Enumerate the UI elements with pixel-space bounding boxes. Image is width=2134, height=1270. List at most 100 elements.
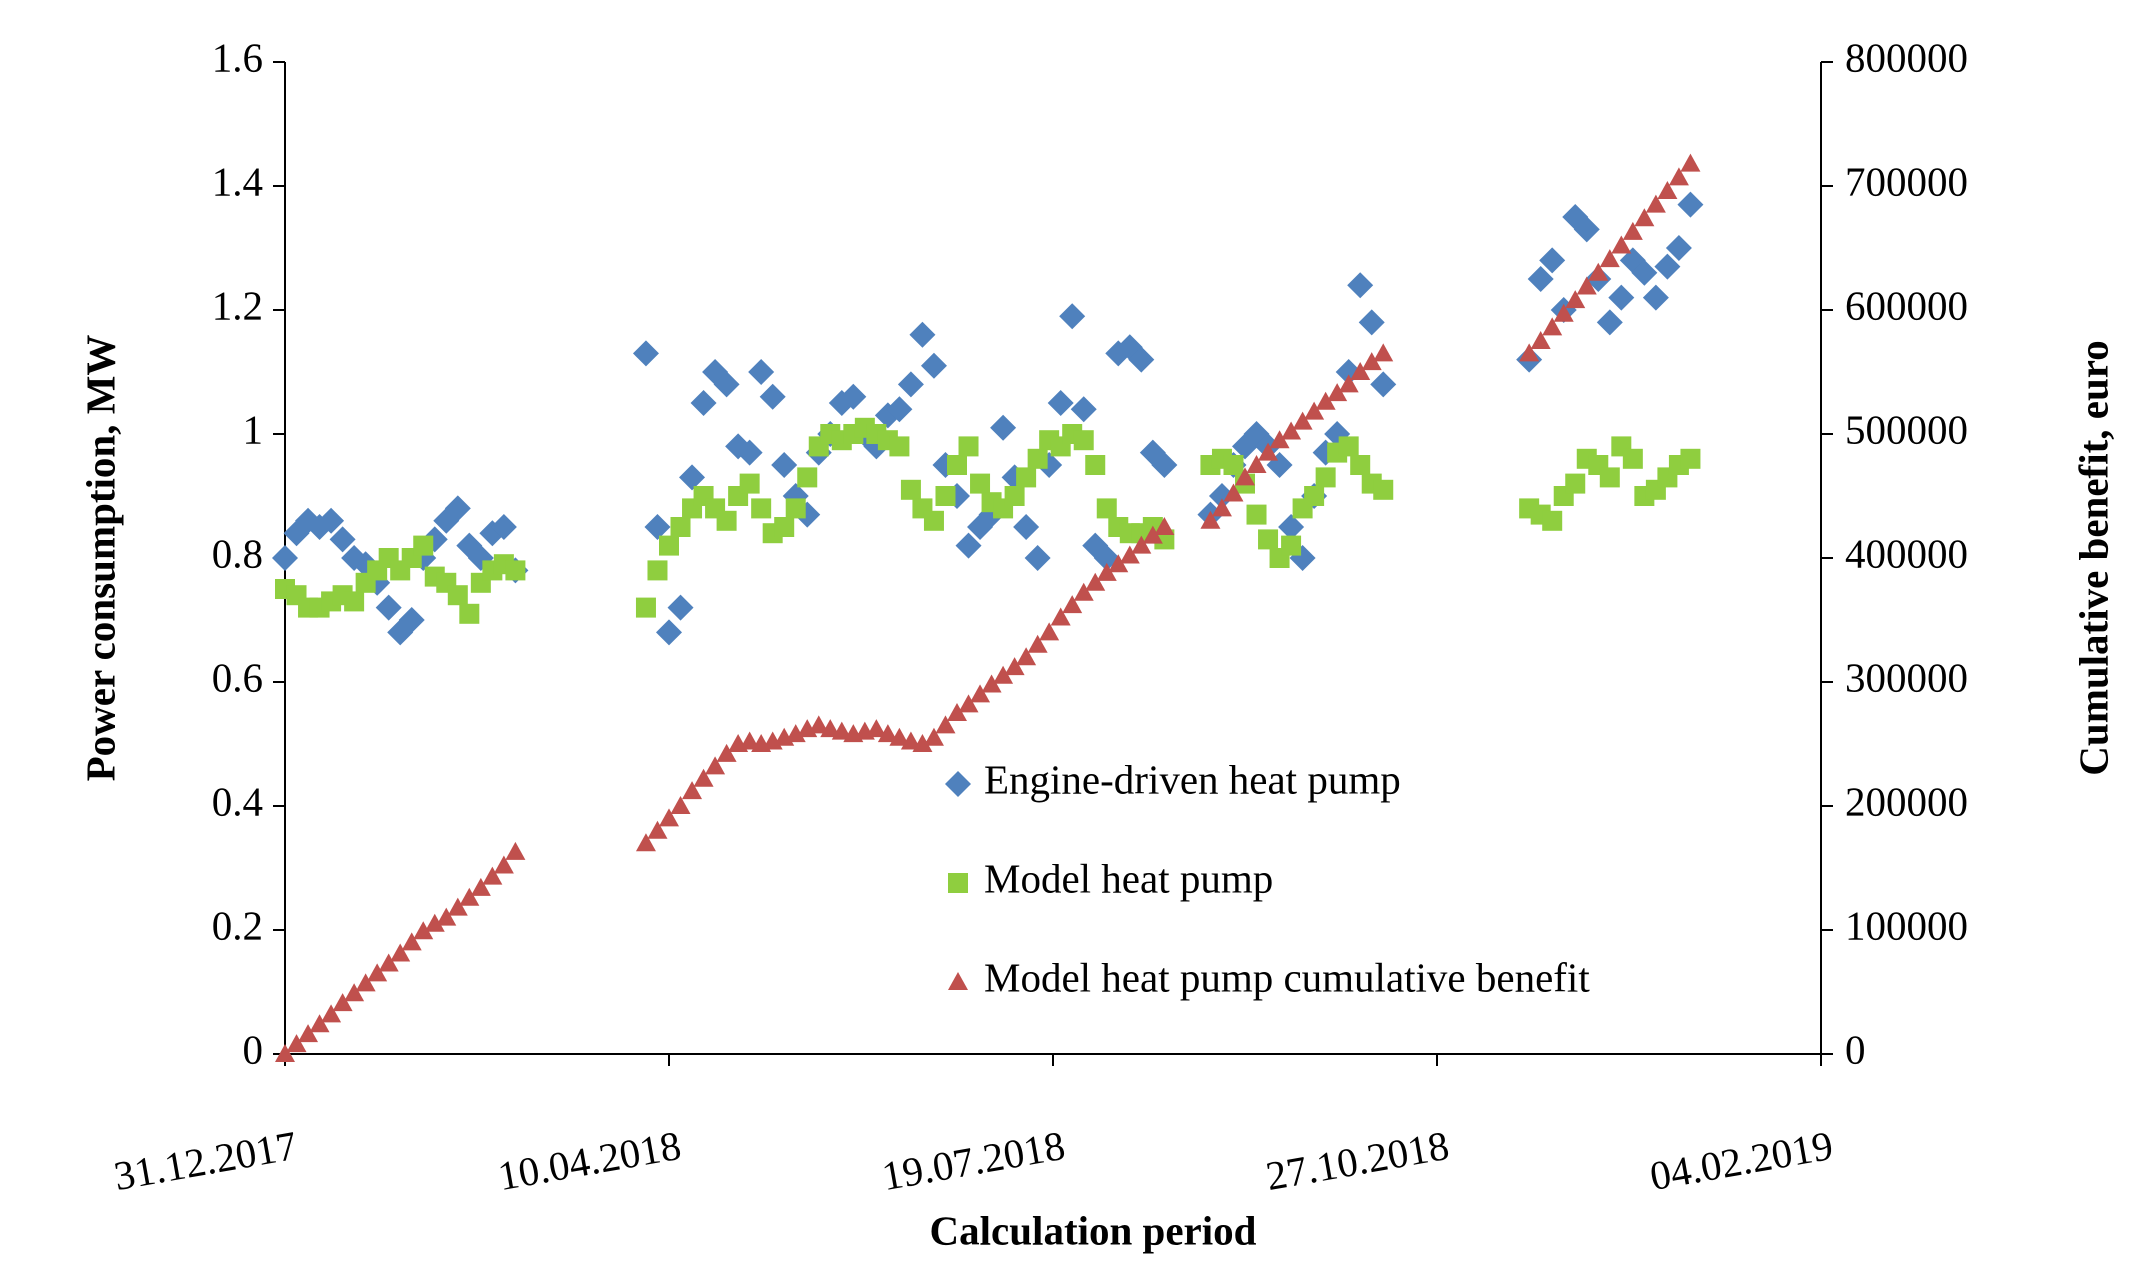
data-point — [831, 721, 852, 740]
data-point — [1599, 249, 1620, 268]
data-point — [1654, 253, 1681, 280]
data-point — [1665, 235, 1692, 261]
data-point — [1565, 473, 1586, 494]
y-tick-label: 0.2 — [212, 902, 263, 948]
y-tick-label: 0.6 — [212, 654, 263, 700]
data-point — [1519, 343, 1540, 362]
data-point — [1350, 362, 1371, 380]
data-point — [1292, 411, 1313, 430]
data-point — [785, 498, 806, 519]
data-point — [635, 833, 656, 852]
data-point — [272, 545, 298, 571]
data-point — [1315, 391, 1336, 410]
data-point — [958, 436, 979, 457]
data-point — [459, 603, 480, 624]
data-point — [947, 455, 967, 475]
data-point — [970, 473, 991, 494]
data-point — [1539, 247, 1566, 274]
data-point — [1062, 595, 1083, 614]
data-point — [713, 371, 740, 398]
data-point — [840, 383, 867, 410]
legend-marker — [948, 873, 968, 893]
data-point — [1027, 448, 1048, 469]
x-tick-label: 19.07.2018 — [879, 1122, 1069, 1199]
data-point — [1596, 309, 1623, 336]
data-point — [1281, 535, 1302, 556]
data-point — [656, 619, 682, 646]
data-point — [344, 591, 365, 612]
data-point — [1680, 153, 1701, 172]
data-point — [1223, 455, 1244, 475]
data-point — [1680, 448, 1701, 469]
data-point — [647, 560, 668, 581]
data-point — [920, 352, 947, 379]
legend-marker — [948, 972, 968, 990]
y-tick-label: 1 — [243, 406, 264, 452]
data-point — [1258, 529, 1279, 550]
x-tick-label: 10.04.2018 — [495, 1122, 685, 1199]
data-point — [1024, 545, 1051, 571]
data-point — [355, 973, 376, 992]
data-point — [493, 855, 514, 874]
data-point — [1599, 467, 1620, 488]
data-point — [889, 436, 910, 457]
data-point — [413, 535, 434, 556]
data-point — [1027, 634, 1048, 653]
y2-tick-label: 0 — [1845, 1026, 1866, 1072]
data-point — [1634, 208, 1655, 227]
data-point — [1576, 276, 1597, 295]
y-tick-label: 1.4 — [212, 158, 263, 204]
data-point — [693, 768, 714, 787]
data-point — [909, 321, 936, 348]
data-point — [459, 887, 480, 906]
data-point — [1611, 235, 1632, 254]
data-point — [771, 452, 798, 478]
y2-tick-label: 500000 — [1845, 406, 1968, 452]
data-point — [390, 943, 411, 962]
data-point — [670, 796, 691, 814]
legend-marker — [945, 771, 971, 797]
x-tick-label: 27.10.2018 — [1263, 1122, 1453, 1199]
data-point — [1004, 486, 1025, 506]
data-point — [1131, 535, 1152, 554]
data-point — [1128, 346, 1155, 373]
data-point — [321, 1004, 342, 1023]
data-point — [490, 514, 517, 540]
y-tick-label: 0.8 — [212, 530, 263, 576]
data-point — [413, 921, 434, 940]
data-point — [298, 1024, 319, 1043]
data-point — [1085, 572, 1106, 591]
data-point — [889, 727, 910, 746]
data-point — [1047, 390, 1074, 416]
data-point — [1338, 436, 1359, 457]
data-point — [367, 963, 388, 982]
data-point — [1200, 510, 1221, 529]
data-point — [935, 715, 956, 734]
data-point — [482, 866, 503, 885]
data-point — [1631, 259, 1658, 286]
data-point — [329, 526, 356, 553]
data-point — [679, 464, 706, 491]
data-point — [1347, 272, 1374, 299]
y-tick-label: 0 — [243, 1026, 264, 1072]
data-point — [690, 390, 717, 416]
data-point — [1119, 545, 1140, 564]
data-point — [751, 498, 772, 519]
y2-tick-label: 800000 — [1845, 34, 1968, 80]
data-point — [1315, 467, 1336, 488]
data-point — [1373, 479, 1394, 500]
data-point — [739, 473, 760, 494]
data-point — [682, 781, 703, 800]
data-point — [1059, 303, 1086, 330]
x-tick-label: 04.02.2019 — [1647, 1122, 1837, 1199]
data-point — [1004, 657, 1025, 676]
data-point — [635, 597, 656, 618]
data-point — [1542, 317, 1563, 336]
data-point — [447, 585, 468, 606]
data-point — [981, 674, 1002, 693]
data-point — [866, 719, 887, 738]
data-point — [748, 359, 775, 385]
data-point — [877, 724, 898, 743]
data-point — [808, 715, 829, 734]
data-point — [1327, 383, 1348, 402]
